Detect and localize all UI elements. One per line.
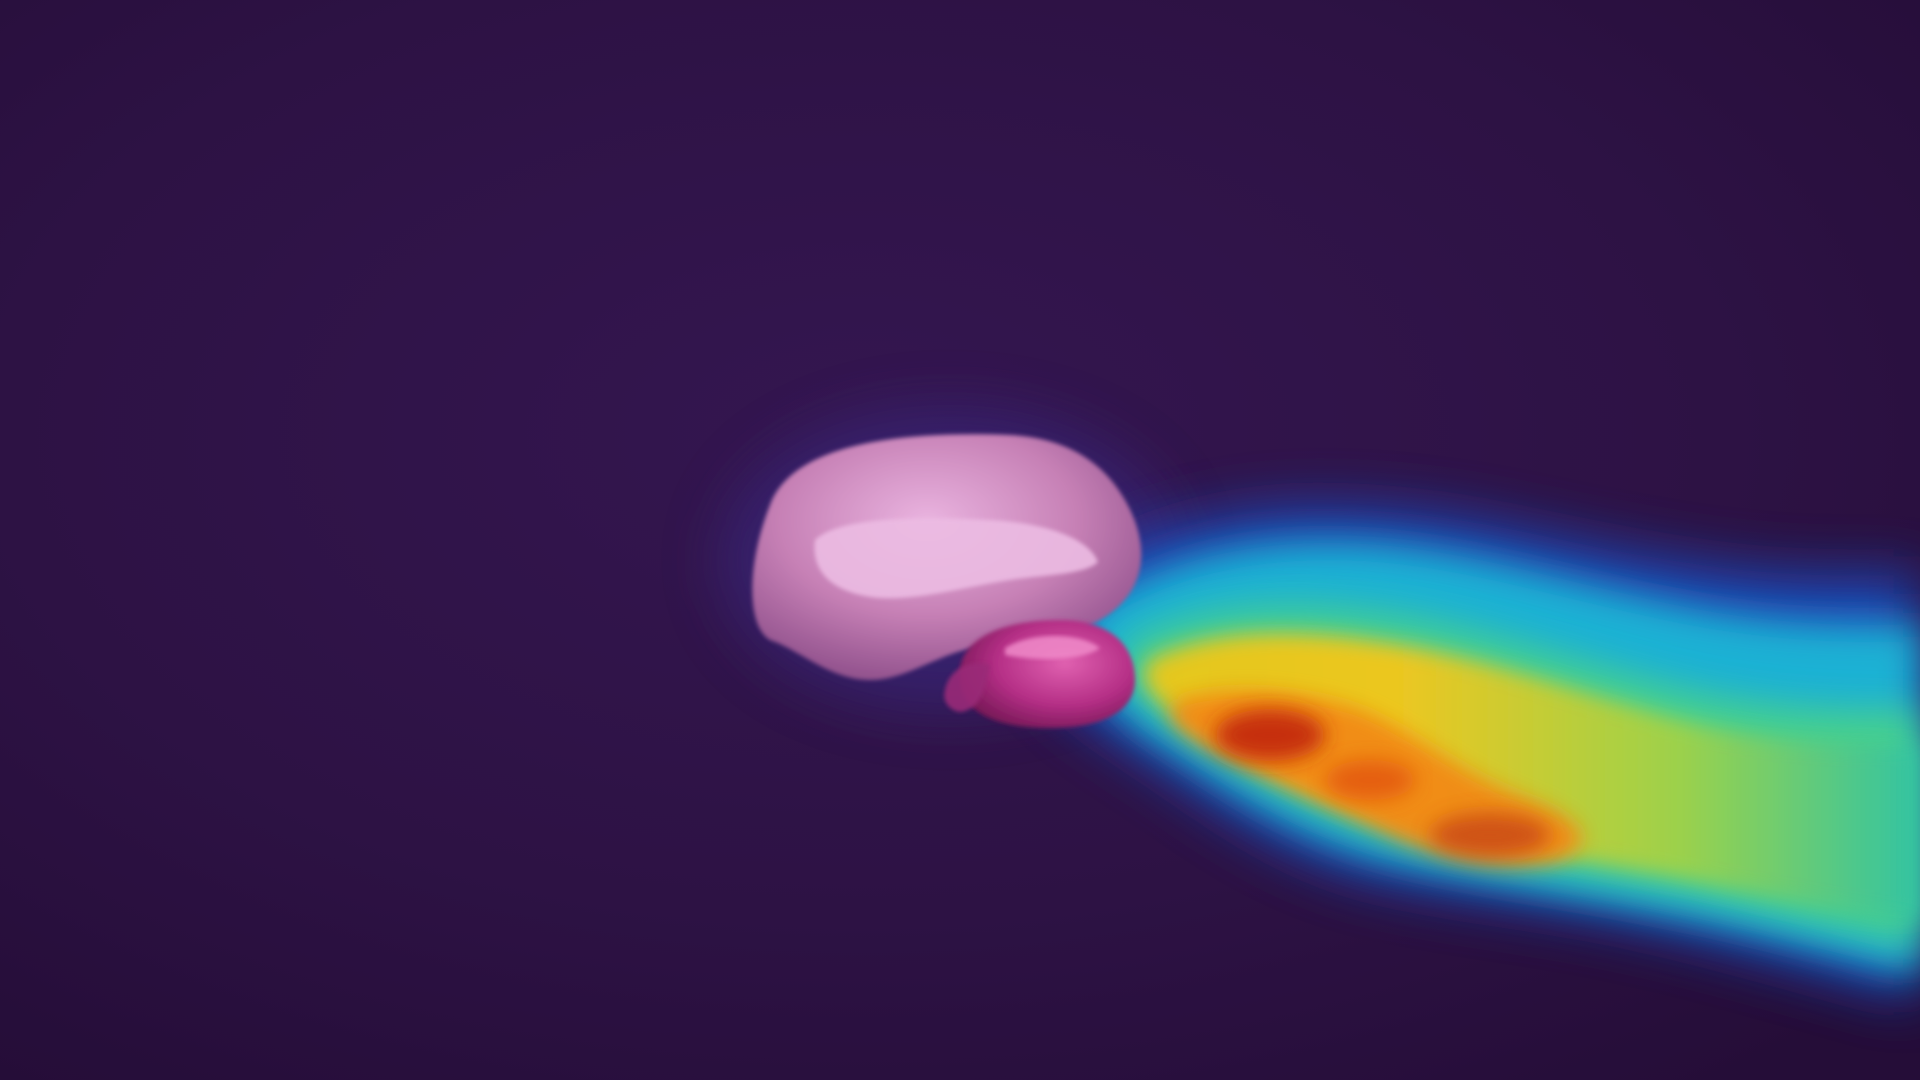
wake-red-core-1 — [1215, 709, 1325, 761]
body-highlight — [814, 518, 1098, 599]
cup-side-shade — [944, 663, 990, 712]
wake-red-core-2 — [1430, 813, 1550, 857]
object-group — [752, 434, 1142, 728]
wake-plume — [1031, 508, 1920, 1000]
cup-highlight — [1005, 636, 1100, 660]
wake-red-core-3 — [1325, 760, 1415, 800]
